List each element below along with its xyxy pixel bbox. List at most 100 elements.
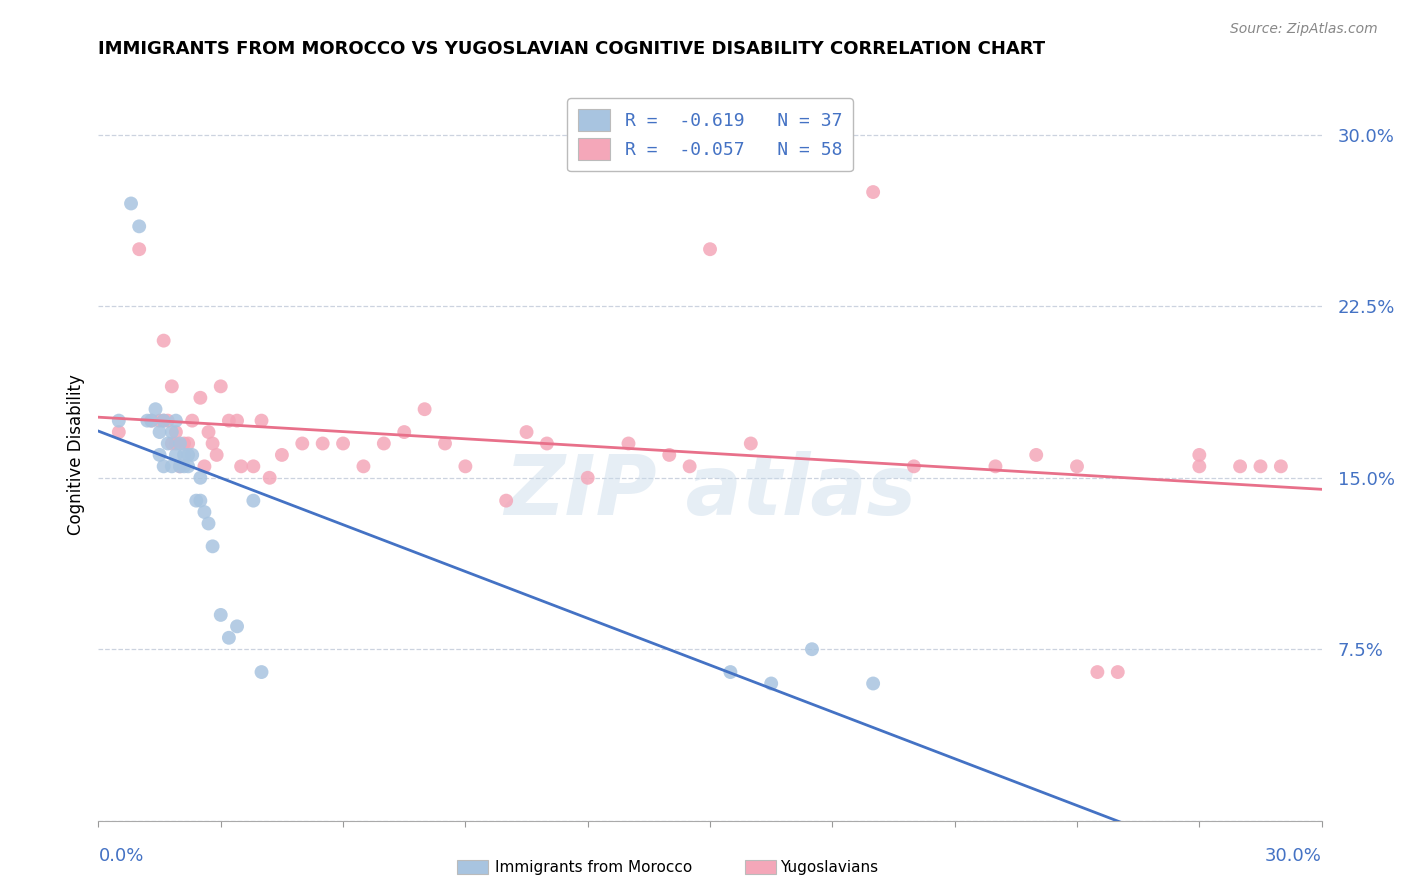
Point (193, 505, 215, 519)
Text: Source: ZipAtlas.com: Source: ZipAtlas.com (1230, 22, 1378, 37)
Point (495, 493, 517, 508)
Point (188, 471, 212, 485)
Point (617, 436, 640, 450)
Point (205, 448, 228, 462)
Point (201, 436, 224, 450)
Point (197, 516, 219, 531)
Point (120, 196, 142, 211)
Point (1188, 459, 1211, 474)
Point (160, 425, 183, 439)
Point (434, 436, 457, 450)
Point (209, 607, 232, 622)
Point (862, 185, 884, 199)
Point (1270, 459, 1292, 474)
Point (177, 459, 200, 474)
Point (226, 619, 249, 633)
Point (1188, 448, 1211, 462)
Point (188, 493, 212, 508)
Point (679, 459, 702, 474)
Point (108, 425, 131, 439)
Point (454, 459, 477, 474)
Point (862, 676, 884, 690)
Point (160, 459, 183, 474)
Text: 30.0%: 30.0% (1265, 847, 1322, 865)
Point (392, 425, 416, 439)
Point (984, 459, 1007, 474)
Point (699, 242, 721, 256)
Point (145, 402, 167, 417)
Point (352, 459, 374, 474)
Point (165, 448, 187, 462)
Point (801, 642, 824, 657)
Point (291, 436, 314, 450)
Point (226, 414, 249, 428)
Text: 0.0%: 0.0% (98, 847, 143, 865)
Point (373, 436, 395, 450)
Point (1249, 459, 1271, 474)
Text: Immigrants from Morocco: Immigrants from Morocco (495, 860, 692, 874)
Point (169, 436, 191, 450)
Y-axis label: Cognitive Disability: Cognitive Disability (66, 375, 84, 535)
Point (209, 379, 232, 393)
Point (903, 459, 925, 474)
Point (332, 436, 354, 450)
Point (156, 436, 179, 450)
Text: IMMIGRANTS FROM MOROCCO VS YUGOSLAVIAN COGNITIVE DISABILITY CORRELATION CHART: IMMIGRANTS FROM MOROCCO VS YUGOSLAVIAN C… (98, 40, 1046, 58)
Point (165, 414, 187, 428)
Point (516, 425, 538, 439)
Point (1025, 448, 1047, 462)
Point (536, 436, 558, 450)
Point (250, 414, 273, 428)
Point (141, 414, 163, 428)
Point (173, 448, 195, 462)
Point (128, 219, 150, 234)
Point (160, 379, 183, 393)
Point (1085, 665, 1108, 679)
Point (231, 459, 253, 474)
Point (193, 459, 215, 474)
Point (173, 459, 195, 474)
Point (149, 414, 172, 428)
Point (186, 493, 208, 508)
Point (152, 459, 174, 474)
Point (1066, 459, 1088, 474)
Point (169, 459, 191, 474)
Point (160, 436, 183, 450)
Point (1107, 665, 1129, 679)
Point (218, 414, 240, 428)
Point (188, 391, 212, 405)
Point (173, 436, 195, 450)
Point (165, 425, 187, 439)
Point (218, 631, 240, 645)
Point (141, 414, 163, 428)
Point (136, 414, 159, 428)
Point (718, 665, 742, 679)
Point (250, 665, 273, 679)
Point (658, 448, 681, 462)
Legend: R =  -0.619   N = 37, R =  -0.057   N = 58: R = -0.619 N = 37, R = -0.057 N = 58 (567, 98, 853, 171)
Point (270, 448, 294, 462)
Point (181, 448, 204, 462)
Point (152, 414, 174, 428)
Point (413, 402, 436, 417)
Point (242, 459, 264, 474)
Point (108, 414, 131, 428)
Point (197, 425, 219, 439)
Point (740, 436, 762, 450)
Point (152, 414, 174, 428)
Point (165, 436, 187, 450)
Point (149, 448, 172, 462)
Text: Yugoslavians: Yugoslavians (780, 860, 879, 874)
Point (177, 448, 200, 462)
Point (312, 436, 335, 450)
Point (181, 414, 204, 428)
Text: ZIP atlas: ZIP atlas (503, 451, 917, 532)
Point (152, 334, 174, 348)
Point (177, 436, 200, 450)
Point (761, 676, 783, 690)
Point (169, 459, 191, 474)
Point (201, 539, 224, 553)
Point (156, 414, 179, 428)
Point (242, 493, 264, 508)
Point (128, 242, 150, 256)
